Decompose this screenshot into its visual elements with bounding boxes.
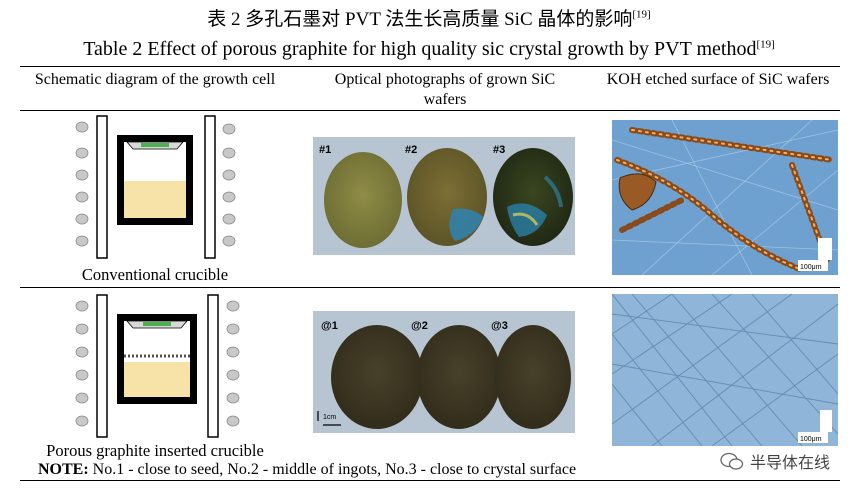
wechat-icon [720, 452, 744, 470]
wafer-scale-label: 1cm [323, 414, 336, 421]
table-note: NOTE: No.1 - close to seed, No.2 - middl… [38, 461, 577, 478]
watermark-text: 半导体在线 [749, 453, 830, 472]
caption-porous-graphite-crucible: Porous graphite inserted crucible [46, 441, 264, 460]
header-koh: KOH etched surface of SiC wafers [606, 71, 830, 88]
wafer-label-1: #1 [319, 144, 331, 156]
header-rule [20, 110, 840, 111]
micro-scale-label-2: 100μm [800, 436, 822, 443]
porous-graphite-crucible-schematic [75, 294, 240, 438]
table-title-chinese: 表 2 多孔石墨对 PVT 法生长高质量 SiC 晶体的影响[19] [207, 8, 651, 30]
koh-micrograph-porous: 100μm [612, 294, 838, 446]
wafer-label-at1: @1 [321, 320, 338, 332]
wafer-photo-porous: @1 @2 @3 1cm [313, 311, 575, 433]
micro-scale-label-1: 100μm [800, 264, 822, 271]
wafer-photo-conventional: #1 #2 #3 [313, 137, 575, 255]
wafer-label-3: #3 [493, 144, 505, 156]
row-divider [20, 287, 840, 288]
header-schematic: Schematic diagram of the growth cell [34, 71, 276, 88]
wafer-label-at2: @2 [411, 320, 428, 332]
header-optical: Optical photographs of grown SiC wafers [334, 71, 556, 108]
wafer-label-at3: @3 [491, 320, 508, 332]
caption-conventional-crucible: Conventional crucible [81, 265, 229, 284]
wafer-label-2: #2 [405, 144, 417, 156]
bottom-rule [20, 480, 840, 481]
top-rule [20, 66, 840, 67]
conventional-crucible-schematic [75, 115, 236, 259]
koh-micrograph-conventional: 100μm [612, 120, 838, 275]
watermark: 半导体在线 [720, 449, 830, 473]
table-title-english: Table 2 Effect of porous graphite for hi… [83, 38, 775, 60]
